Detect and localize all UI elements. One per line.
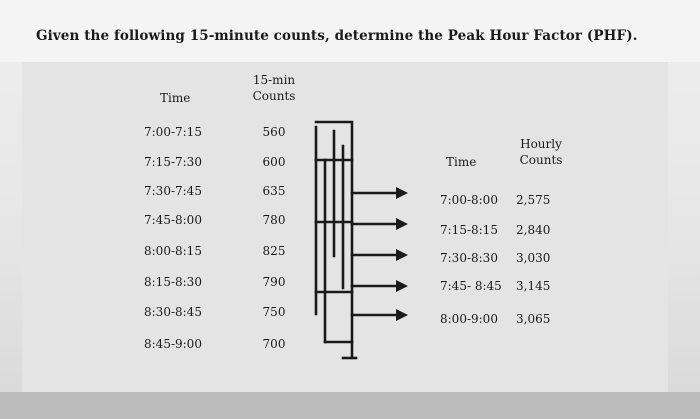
right-row-4-time: 7:45- 8:45 [440,279,502,293]
left-row-2-time: 7:15-7:30 [144,155,202,169]
bottom-band [0,392,700,419]
left-row-3-count: 635 [262,184,286,198]
right-time-header: Time [446,155,477,169]
left-count-header-line2: Counts [252,89,296,103]
left-row-6-time: 8:15-8:30 [144,275,202,289]
problem-title: Given the following 15-minute counts, de… [36,28,638,44]
right-row-2-time: 7:15-8:15 [440,223,498,237]
left-count-header-line1: 15-min [252,73,296,87]
left-row-5-count: 825 [262,244,286,258]
left-row-8-time: 8:45-9:00 [144,337,202,351]
right-row-4-count: 3,145 [516,279,551,293]
left-row-3-time: 7:30-7:45 [144,184,202,198]
arrowhead-2 [396,218,408,230]
left-row-1-time: 7:00-7:15 [144,125,202,139]
header-band [0,0,700,62]
left-row-2-count: 600 [262,155,286,169]
left-row-4-count: 780 [262,213,286,227]
left-row-4-time: 7:45-8:00 [144,213,202,227]
arrowhead-5 [396,309,408,321]
left-row-7-time: 8:30-8:45 [144,305,202,319]
arrowhead-4 [396,280,408,292]
left-row-7-count: 750 [262,305,286,319]
left-row-5-time: 8:00-8:15 [144,244,202,258]
right-row-1-count: 2,575 [516,193,551,207]
left-row-1-count: 560 [262,125,286,139]
right-count-header-line1: Hourly [520,137,562,151]
right-row-5-count: 3,065 [516,312,551,326]
left-row-8-count: 700 [262,337,286,351]
arrowhead-3 [396,249,408,261]
right-row-3-time: 7:30-8:30 [440,251,498,265]
right-row-2-count: 2,840 [516,223,551,237]
left-count-header: 15-min Counts [248,72,300,104]
right-count-header-line2: Counts [519,153,563,167]
left-time-header: Time [160,91,191,105]
left-row-6-count: 790 [262,275,286,289]
right-row-3-count: 3,030 [516,251,551,265]
right-count-header: Hourly Counts [512,136,570,168]
table-panel [22,62,668,392]
right-row-1-time: 7:00-8:00 [440,193,498,207]
arrowhead-1 [396,187,408,199]
right-row-5-time: 8:00-9:00 [440,312,498,326]
